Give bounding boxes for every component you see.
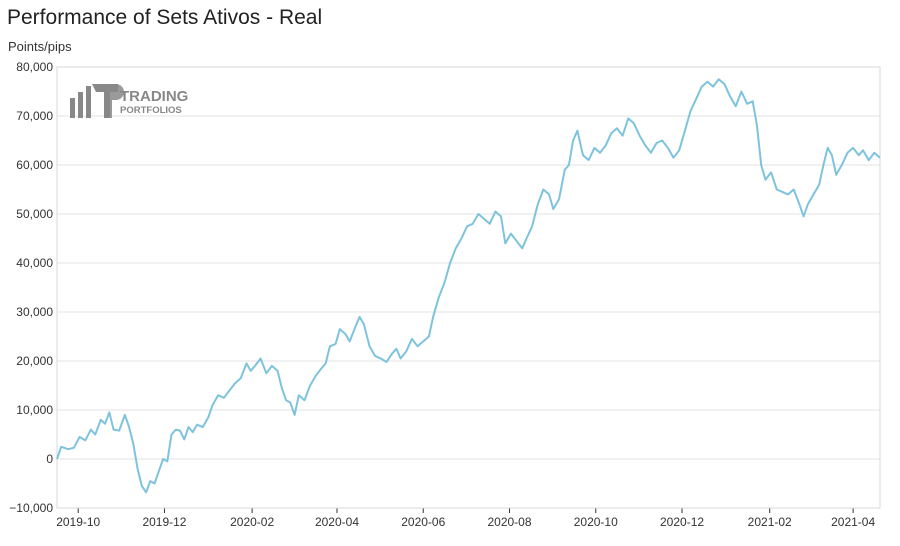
x-tick-label: 2020-06: [401, 515, 445, 529]
x-tick-label: 2019-10: [56, 515, 100, 529]
logo-tp-mark: [92, 84, 118, 118]
series-line: [56, 78, 881, 494]
logo-brand-line2: PORTFOLIOS: [120, 105, 182, 116]
y-tick-label: 10,000: [16, 403, 53, 417]
y-tick-label: 70,000: [16, 109, 53, 123]
x-tick-labels: 2019-10 2019-12 2020-02 2020-04 2020-06 2020-…: [56, 508, 875, 529]
y-tick-label: 50,000: [16, 207, 53, 221]
y-tick-label: 30,000: [16, 305, 53, 319]
y-tick-label: 20,000: [16, 354, 53, 368]
y-tick-label: 0: [46, 452, 53, 466]
trading-portfolios-logo: TRADING PORTFOLIOS: [70, 84, 188, 118]
logo-bar-2: [78, 92, 83, 118]
x-tick-label: 2021-02: [748, 515, 792, 529]
y-axis-label: Points/pips: [8, 39, 72, 54]
x-tick-label: 2020-10: [574, 515, 618, 529]
logo-brand-line1: TRADING: [120, 88, 188, 105]
grid-lines: [57, 66, 880, 509]
logo-p-mark: [106, 84, 124, 118]
y-tick-label: 80,000: [16, 60, 53, 74]
x-tick-label: 2020-04: [315, 515, 359, 529]
plot-frame: [56, 66, 881, 509]
x-tick-label: 2020-02: [230, 515, 274, 529]
logo-bar-3: [86, 86, 91, 118]
series-layer: [56, 78, 881, 494]
chart-title: Performance of Sets Ativos - Real: [7, 6, 323, 29]
y-tick-labels: −10,000 0 10,000 20,000 30,000 40,000 50,000 60…: [9, 60, 53, 515]
logo-bar-1: [70, 98, 75, 118]
x-tick-label: 2019-12: [142, 515, 186, 529]
y-tick-label: −10,000: [9, 501, 53, 515]
y-tick-label: 60,000: [16, 158, 53, 172]
x-tick-label: 2020-08: [487, 515, 531, 529]
y-tick-label: 40,000: [16, 256, 53, 270]
x-tick-label: 2020-12: [660, 515, 704, 529]
x-tick-label: 2021-04: [831, 515, 875, 529]
